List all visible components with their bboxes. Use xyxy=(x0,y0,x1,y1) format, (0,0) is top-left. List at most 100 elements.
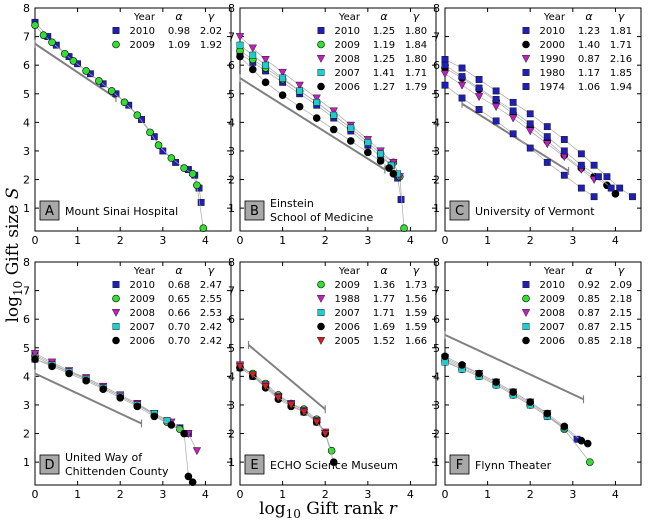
data-point xyxy=(321,430,330,438)
panel-name: Chittenden County xyxy=(65,465,169,478)
legend-gamma: 1.71 xyxy=(405,68,427,79)
y-tick-label: 2 xyxy=(228,428,235,441)
legend-year: 2010 xyxy=(130,280,155,291)
y-tick-label: 6 xyxy=(433,59,440,72)
legend-year: 2010 xyxy=(130,26,155,37)
legend-marker xyxy=(112,27,120,34)
legend-alpha: 1.69 xyxy=(373,322,395,333)
legend-year: 2007 xyxy=(335,68,360,79)
legend-marker xyxy=(317,27,325,34)
x-tick-label: 4 xyxy=(612,488,619,501)
legend-alpha: 0.66 xyxy=(168,308,190,319)
y-tick-label: 5 xyxy=(23,88,30,101)
data-point xyxy=(364,148,372,157)
data-point xyxy=(441,56,449,63)
data-point xyxy=(583,439,592,448)
legend-gamma: 1.59 xyxy=(405,308,427,319)
legend-year: 2005 xyxy=(335,336,360,347)
data-point xyxy=(526,144,534,152)
data-point xyxy=(560,136,568,143)
series-line xyxy=(444,73,595,180)
legend-year: 2010 xyxy=(540,26,565,37)
y-tick-label: 7 xyxy=(23,285,30,298)
legend-header-alpha: α xyxy=(585,264,593,277)
panel-name: United Way of xyxy=(65,451,143,464)
legend-gamma: 1.79 xyxy=(405,82,427,93)
legend-marker xyxy=(112,281,120,288)
y-tick-label: 2 xyxy=(433,428,440,441)
fit-line xyxy=(461,102,570,172)
data-point xyxy=(492,378,500,386)
legend-alpha: 0.65 xyxy=(168,294,190,305)
y-tick-label: 6 xyxy=(228,313,235,326)
y-tick-label: 3 xyxy=(228,399,235,412)
data-point xyxy=(69,57,78,65)
legend-gamma: 1.73 xyxy=(405,280,427,291)
legend-alpha: 1.09 xyxy=(168,40,190,51)
data-point xyxy=(236,52,244,61)
legend-marker xyxy=(316,337,326,345)
legend-year: 1990 xyxy=(540,54,565,65)
data-point xyxy=(377,150,385,158)
y-tick-label: 8 xyxy=(228,256,235,269)
data-point xyxy=(577,161,585,169)
x-tick-label: 4 xyxy=(407,488,414,501)
plot-frame xyxy=(444,7,642,232)
x-tick-label: 1 xyxy=(74,234,81,247)
data-point xyxy=(278,91,287,99)
legend-gamma: 2.15 xyxy=(610,322,632,333)
y-tick-label: 3 xyxy=(228,145,235,158)
panel-b: 0 1 2 3 4 1 2 3 4 5 6 7 8 Year α γ 2010 1.25 1.80 2009 1.19 1… xyxy=(228,2,437,247)
legend-marker xyxy=(317,82,325,91)
data-point xyxy=(146,128,154,137)
x-tick-label: 3 xyxy=(159,488,166,501)
legend-year: 2009 xyxy=(335,40,360,51)
legend-marker xyxy=(522,294,530,303)
data-point xyxy=(31,355,39,364)
x-tick-label: 2 xyxy=(527,234,534,247)
legend-year: 2008 xyxy=(540,308,565,319)
legend-alpha: 1.40 xyxy=(578,40,600,51)
x-tick-label: 3 xyxy=(364,488,371,501)
data-point xyxy=(389,170,398,178)
y-tick-label: 8 xyxy=(23,256,30,269)
legend-gamma: 2.18 xyxy=(610,336,632,347)
data-point xyxy=(327,446,336,455)
legend-gamma: 2.55 xyxy=(200,294,222,305)
legend-year: 2006 xyxy=(335,322,360,333)
x-tick-label: 2 xyxy=(322,488,329,501)
legend-alpha: 1.25 xyxy=(373,54,395,65)
legend-year: 2009 xyxy=(130,40,155,51)
x-tick-label: 4 xyxy=(202,488,209,501)
legend-header-gamma: γ xyxy=(208,264,215,277)
panel-f: 0 1 2 3 4 1 2 3 4 5 6 7 8 Year α γ 2010 0.92 2.09 2009 0.85 2… xyxy=(433,256,642,501)
data-point xyxy=(167,154,176,162)
legend-marker xyxy=(112,294,120,303)
data-point xyxy=(491,103,501,112)
legend-alpha: 1.19 xyxy=(373,40,395,51)
panel-letter: D xyxy=(44,458,54,473)
data-point xyxy=(61,49,69,58)
y-tick-label: 1 xyxy=(23,456,30,469)
legend-gamma: 1.81 xyxy=(610,26,632,37)
legend-marker xyxy=(112,323,120,330)
y-tick-label: 5 xyxy=(433,342,440,355)
y-tick-label: 6 xyxy=(433,313,440,326)
y-tick-label: 5 xyxy=(228,88,235,101)
data-point xyxy=(441,81,449,89)
legend-alpha: 1.36 xyxy=(373,280,395,291)
y-axis-title: log10 Gift size S xyxy=(3,187,25,322)
fit-line xyxy=(444,333,584,401)
data-point xyxy=(543,123,551,131)
legend-alpha: 0.68 xyxy=(168,280,190,291)
legend-alpha: 0.92 xyxy=(578,280,600,291)
data-point xyxy=(261,78,270,87)
data-point xyxy=(248,65,257,74)
y-tick-label: 1 xyxy=(228,456,235,469)
data-point xyxy=(475,369,483,378)
data-point xyxy=(278,68,287,77)
data-point xyxy=(261,382,270,391)
x-tick-label: 4 xyxy=(202,234,209,247)
data-point xyxy=(526,120,534,128)
